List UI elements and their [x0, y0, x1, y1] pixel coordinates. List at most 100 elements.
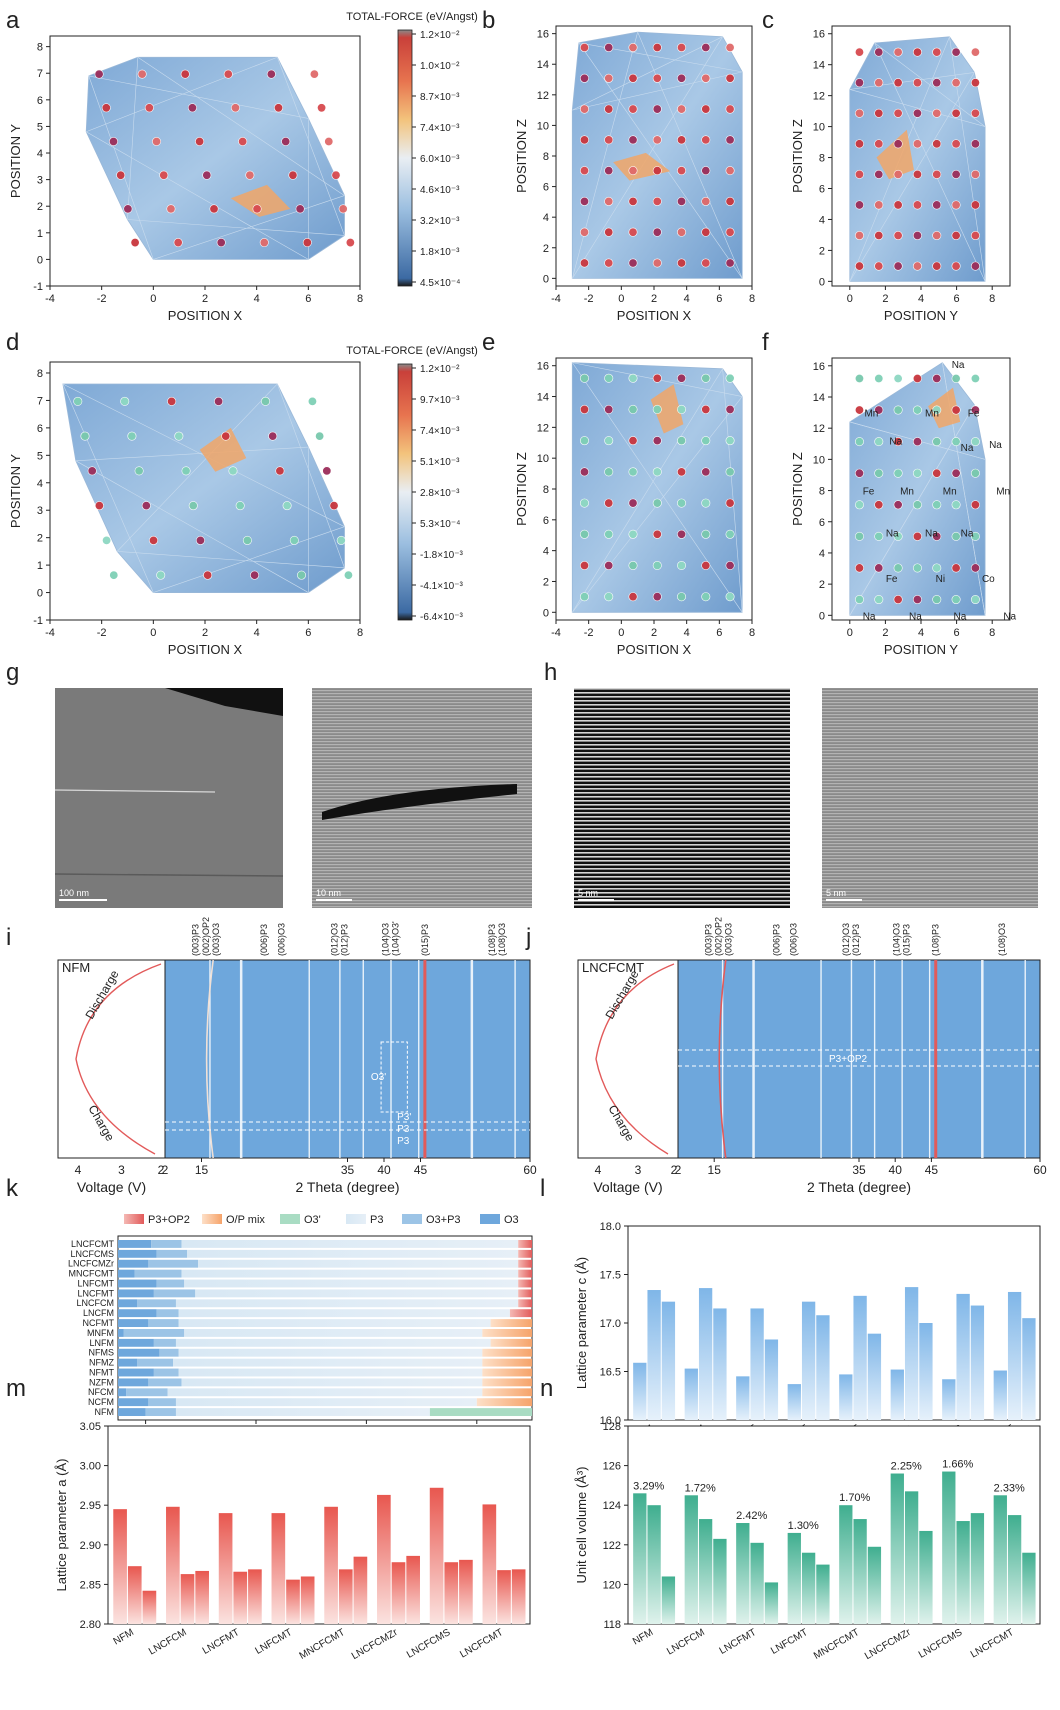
atom — [324, 136, 334, 146]
phase-bar — [153, 1289, 196, 1298]
x-tick-label: 2 — [651, 627, 657, 639]
atom — [604, 135, 614, 145]
peak-label: (012)P3 — [340, 924, 350, 956]
x-tick-label: 2 — [158, 1163, 165, 1177]
atom — [725, 560, 735, 570]
mesh-line — [277, 57, 345, 236]
bar — [444, 1562, 459, 1624]
atom — [266, 69, 276, 79]
atom — [677, 104, 687, 114]
bar — [353, 1556, 368, 1624]
bar — [698, 1519, 713, 1624]
colorbar-title: TOTAL-FORCE (eV/Angst) — [346, 11, 478, 23]
x-tick-label: 0 — [618, 627, 624, 639]
element-label: Mn — [900, 487, 914, 498]
element-labels: Na Mn Mn Fe Na Na Na Fe Mn Mn Mn Na Na Na Fe Ni Co Na Na Na… — [863, 360, 1017, 622]
atom — [854, 261, 864, 271]
phase-bar — [184, 1279, 519, 1288]
y-tick-label: 1 — [37, 560, 43, 572]
y-tick-label: 16 — [813, 361, 825, 373]
atom — [970, 437, 980, 447]
y-tick-label: 2.80 — [80, 1619, 101, 1631]
atom — [932, 531, 942, 541]
bar — [684, 1368, 698, 1420]
bar — [459, 1559, 473, 1624]
category-label: MNCFCMT — [812, 1627, 861, 1662]
category-label: LNCFCM — [665, 1627, 707, 1657]
phase-bar — [118, 1368, 154, 1377]
bar — [764, 1582, 779, 1624]
x-tick-label: 2 — [671, 1163, 678, 1177]
atom — [274, 103, 284, 113]
mesh-line — [127, 219, 345, 236]
bar — [904, 1287, 919, 1420]
category-label: NZFM — [89, 1377, 114, 1387]
phase-annotation: O3' — [371, 1072, 386, 1083]
atom — [628, 166, 638, 176]
x-axis-title: POSITION X — [168, 308, 243, 323]
atom — [874, 437, 884, 447]
atom — [874, 231, 884, 241]
atom — [652, 560, 662, 570]
colorbar-tick-label: -1.8×10⁻³ — [420, 550, 463, 561]
peak-label: (012)P3 — [851, 924, 861, 956]
atom — [874, 405, 884, 415]
y-tick-label: 5 — [37, 121, 43, 133]
atom — [295, 204, 305, 214]
x-tick-label: -2 — [97, 293, 107, 305]
phase-annotation: P3 — [397, 1136, 410, 1147]
atom — [951, 169, 961, 179]
atom — [951, 563, 961, 573]
y-tick-label: 14 — [537, 392, 549, 404]
chart-k: LNCFCMTLNCFCMSLNCFCMZrMNCFCMTLNFCMTLNCFM… — [68, 1214, 533, 1459]
atom — [725, 166, 735, 176]
phase-bar — [118, 1388, 127, 1397]
tem-vacuum — [165, 688, 283, 716]
atom — [854, 437, 864, 447]
atom — [677, 258, 687, 268]
x-tick-label: -2 — [97, 627, 107, 639]
data-label: 1.66% — [942, 1459, 973, 1471]
y-tick-label: 3 — [37, 175, 43, 187]
colorbar-tick-label: 5.3×10⁻⁴ — [420, 519, 460, 530]
diffraction-line — [418, 960, 420, 1158]
atom — [932, 563, 942, 573]
atom — [579, 73, 589, 83]
atom — [701, 258, 711, 268]
y-tick-label: 4 — [37, 148, 43, 160]
tem-boundary — [54, 873, 284, 877]
phase-bar — [518, 1269, 532, 1278]
data-label: 1.72% — [685, 1482, 716, 1494]
atom — [701, 404, 711, 414]
atom — [228, 466, 238, 476]
x-axis-title: POSITION Y — [884, 308, 958, 323]
atom — [604, 529, 614, 539]
atom — [331, 170, 341, 180]
atom — [604, 104, 614, 114]
atom — [94, 69, 104, 79]
y-tick-label: 118 — [603, 1619, 621, 1631]
phase-bar — [118, 1358, 138, 1367]
phase-bar — [184, 1329, 483, 1337]
panel-label-h: h — [544, 659, 557, 686]
x-tick-label: 2 — [882, 627, 888, 639]
peak-label: (002)OP2 — [713, 917, 723, 956]
atom — [652, 43, 662, 53]
phase-bar — [181, 1269, 519, 1278]
mesh-line — [572, 36, 723, 111]
atom — [893, 437, 903, 447]
bar — [816, 1315, 830, 1420]
hot-spot — [230, 184, 291, 217]
y-tick-label: 17.5 — [600, 1270, 621, 1282]
atom — [725, 43, 735, 53]
atom — [725, 135, 735, 145]
bar — [248, 1569, 262, 1624]
tem-image-1: 100 nm — [54, 688, 284, 908]
atom — [604, 227, 614, 237]
panel-label-l: l — [540, 1175, 545, 1202]
atom — [951, 595, 961, 605]
heatmap-frame — [164, 959, 531, 1159]
bar — [853, 1519, 867, 1624]
hot-spot — [199, 427, 247, 472]
atom — [195, 136, 205, 146]
